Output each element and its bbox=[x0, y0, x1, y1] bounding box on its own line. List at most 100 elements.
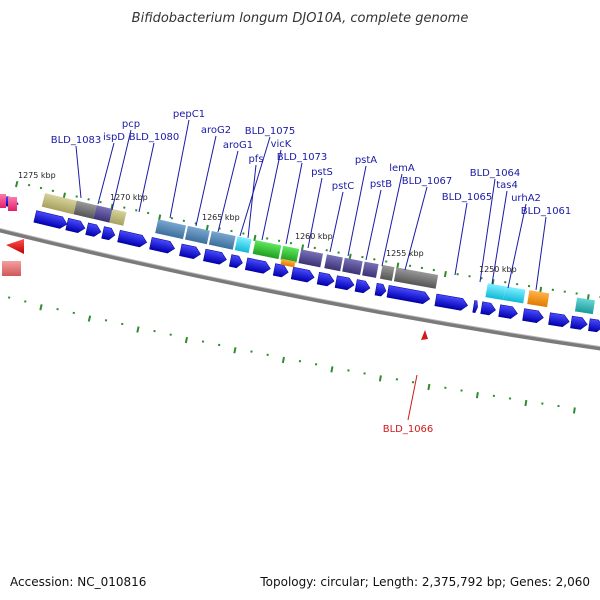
feature-block bbox=[324, 254, 343, 272]
gene-arrow bbox=[33, 210, 68, 229]
inner-tick bbox=[136, 326, 140, 333]
inner-tick bbox=[184, 336, 189, 344]
gene-label-vick[interactable]: vicK bbox=[271, 139, 292, 150]
inner-tick bbox=[233, 347, 237, 354]
outer-tick bbox=[396, 262, 400, 269]
kbp-labels: 1275 kbp 1270 kbp 1265 kbp 1260 kbp 1255 kbp… bbox=[18, 171, 517, 274]
gene-label-psta[interactable]: pstA bbox=[355, 155, 377, 166]
gene-label-bld-1067[interactable]: BLD_1067 bbox=[402, 176, 453, 187]
gene-label-bld-1066[interactable]: BLD_1066 bbox=[383, 424, 434, 435]
gene-label-pcp[interactable]: pcp bbox=[122, 119, 140, 130]
gene-leader-line bbox=[97, 142, 115, 205]
gene-arrow bbox=[434, 293, 469, 311]
outer-tick bbox=[443, 270, 447, 278]
gene-label-ispd[interactable]: ispD bbox=[103, 132, 125, 143]
gene-label-bld-1083[interactable]: BLD_1083 bbox=[51, 135, 102, 146]
map-title: Bifidobacterium longum DJO10A, complete … bbox=[132, 11, 469, 26]
gene-leader-line bbox=[407, 374, 418, 421]
inner-tick bbox=[87, 315, 92, 322]
gene-arrow bbox=[386, 285, 431, 305]
gene-leader-line bbox=[239, 136, 271, 237]
genome-backbone-highlight bbox=[0, 227, 600, 348]
kbp-label: 1265 kbp bbox=[202, 213, 240, 222]
feature-block bbox=[41, 193, 77, 215]
gene-leader-line bbox=[75, 145, 82, 199]
feature-block bbox=[234, 236, 252, 254]
feature-block bbox=[8, 197, 17, 211]
gene-leader-line bbox=[381, 173, 403, 267]
outer-tick bbox=[586, 294, 590, 301]
gene-label-pfs[interactable]: pfs bbox=[248, 154, 263, 165]
gene-arrow bbox=[472, 300, 478, 313]
gene-arrow bbox=[179, 243, 201, 260]
outer-tick bbox=[110, 203, 114, 210]
accession-label: Accession: NC_010816 bbox=[10, 575, 146, 589]
gene-leader-line bbox=[138, 142, 155, 213]
gene-label-bld-1065[interactable]: BLD_1065 bbox=[442, 192, 493, 203]
gene-arrow bbox=[374, 282, 387, 297]
outer-tick bbox=[253, 234, 257, 242]
gene-label-bld-1073[interactable]: BLD_1073 bbox=[277, 152, 328, 163]
gene-label-pepc1[interactable]: pepC1 bbox=[173, 109, 205, 120]
gene-arrow bbox=[85, 222, 102, 237]
outer-tick bbox=[491, 279, 495, 286]
outer-tick bbox=[205, 224, 209, 232]
feature-block bbox=[298, 249, 323, 268]
inner-tick-marks bbox=[7, 296, 576, 414]
gene-leader-line bbox=[217, 150, 239, 233]
feature-block bbox=[527, 290, 550, 308]
kbp-label: 1250 kbp bbox=[479, 265, 517, 274]
feature-block bbox=[280, 258, 296, 268]
gene-leader-line bbox=[285, 162, 303, 245]
gene-arrow bbox=[522, 308, 544, 323]
gene-leader-line bbox=[307, 177, 323, 249]
gene-arrow bbox=[117, 229, 148, 248]
gene-leader-line bbox=[329, 191, 344, 253]
feature-block bbox=[73, 200, 97, 219]
gene-arrow bbox=[272, 263, 289, 278]
gene-arrow bbox=[228, 254, 243, 269]
feature-block bbox=[485, 283, 506, 301]
inner-tick bbox=[475, 392, 479, 399]
gene-label-bld-1064[interactable]: BLD_1064 bbox=[470, 168, 521, 179]
gene-label-bld-1075[interactable]: BLD_1075 bbox=[245, 126, 296, 137]
kbp-label: 1255 kbp bbox=[386, 249, 424, 258]
gene-marker-red bbox=[421, 330, 428, 340]
gene-label-tas4[interactable]: tas4 bbox=[496, 180, 518, 191]
gene-arrow bbox=[588, 318, 600, 333]
gene-label-pstb[interactable]: pstB bbox=[370, 179, 392, 190]
gene-label-urha2[interactable]: urhA2 bbox=[511, 193, 541, 204]
gene-label-pstc[interactable]: pstC bbox=[332, 181, 354, 192]
gene-label-bld-1061[interactable]: BLD_1061 bbox=[521, 206, 572, 217]
outer-tick bbox=[157, 214, 162, 221]
gene-arrow bbox=[354, 279, 371, 294]
gene-label-arog1[interactable]: aroG1 bbox=[223, 140, 253, 151]
gene-arrow bbox=[149, 237, 176, 254]
feature-block bbox=[574, 297, 595, 315]
feature-block bbox=[185, 225, 210, 245]
gene-leader-line bbox=[454, 202, 468, 276]
gene-leader-line bbox=[347, 165, 367, 257]
feature-block bbox=[362, 261, 379, 278]
gene-label-psts[interactable]: pstS bbox=[311, 167, 333, 178]
gene-label-bld-1080[interactable]: BLD_1080 bbox=[129, 132, 180, 143]
gene-leader-line bbox=[404, 186, 428, 271]
gene-label-lema[interactable]: lemA bbox=[389, 163, 415, 174]
feature-block bbox=[6, 239, 24, 254]
gene-arrow bbox=[101, 226, 116, 241]
topology-label: Topology: circular; Length: 2,375,792 bp… bbox=[259, 575, 590, 589]
gene-leader-line bbox=[169, 119, 190, 219]
inner-tick bbox=[378, 375, 382, 382]
gene-leader-line bbox=[111, 129, 132, 211]
gene-leader-line bbox=[195, 135, 217, 227]
gene-leader-line bbox=[261, 149, 282, 241]
feature-block bbox=[252, 240, 282, 260]
feature-block bbox=[503, 286, 526, 304]
feature-blocks bbox=[0, 193, 595, 315]
gene-label-arog2[interactable]: aroG2 bbox=[201, 125, 231, 136]
feature-block bbox=[2, 261, 21, 276]
feature-block bbox=[208, 230, 236, 250]
outer-tick bbox=[300, 244, 305, 251]
inner-tick bbox=[39, 304, 43, 311]
